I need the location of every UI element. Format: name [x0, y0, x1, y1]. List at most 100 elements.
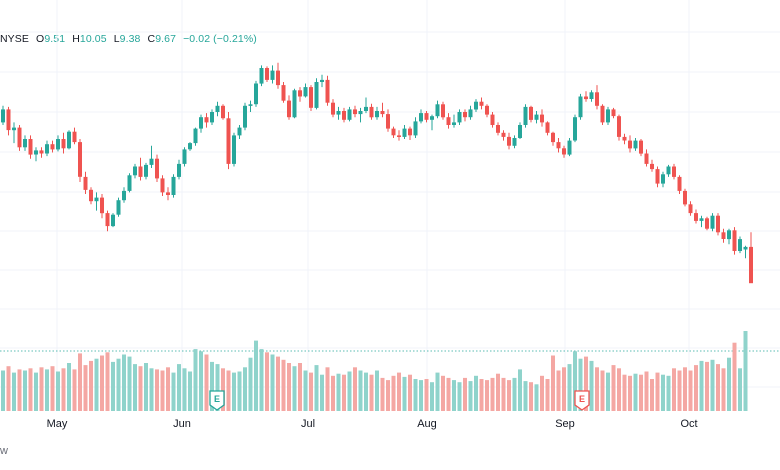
candle[interactable]	[468, 105, 473, 120]
candle[interactable]	[270, 65, 275, 84]
candle[interactable]	[551, 131, 555, 146]
candle[interactable]	[446, 113, 451, 129]
candle[interactable]	[155, 154, 159, 182]
candle[interactable]	[402, 125, 407, 139]
candle[interactable]	[309, 85, 313, 111]
candle[interactable]	[419, 109, 423, 124]
candle[interactable]	[573, 114, 577, 143]
candle[interactable]	[738, 236, 742, 254]
candle[interactable]	[342, 107, 346, 123]
candle[interactable]	[72, 127, 77, 145]
candle[interactable]	[259, 65, 264, 87]
candle[interactable]	[133, 163, 137, 179]
candle[interactable]	[611, 107, 616, 119]
candle[interactable]	[617, 114, 621, 141]
candle[interactable]	[397, 130, 401, 141]
earnings-marker[interactable]: E	[574, 390, 590, 411]
candle[interactable]	[204, 113, 209, 128]
candle[interactable]	[639, 139, 643, 157]
candle[interactable]	[391, 126, 396, 138]
candle[interactable]	[556, 138, 561, 153]
candle[interactable]	[529, 105, 533, 123]
candle[interactable]	[661, 171, 665, 188]
candle[interactable]	[50, 140, 55, 153]
candle[interactable]	[452, 114, 456, 128]
candle[interactable]	[441, 101, 445, 120]
candle[interactable]	[336, 106, 341, 120]
candle[interactable]	[105, 210, 110, 232]
candle[interactable]	[606, 106, 610, 125]
candle[interactable]	[325, 75, 330, 106]
candle[interactable]	[721, 228, 726, 243]
candle[interactable]	[523, 104, 528, 128]
candle[interactable]	[369, 103, 374, 120]
candle[interactable]	[485, 104, 489, 118]
candle[interactable]	[331, 99, 335, 118]
candle[interactable]	[408, 126, 412, 140]
candle[interactable]	[683, 188, 687, 207]
candle[interactable]	[111, 213, 115, 228]
candle[interactable]	[584, 91, 588, 102]
candle[interactable]	[353, 105, 357, 118]
candle[interactable]	[386, 109, 390, 132]
candle[interactable]	[281, 82, 286, 103]
candle[interactable]	[215, 101, 220, 117]
candle[interactable]	[17, 125, 22, 151]
candle[interactable]	[56, 135, 60, 152]
candle[interactable]	[248, 100, 253, 112]
candle[interactable]	[116, 197, 121, 217]
candle[interactable]	[655, 166, 660, 188]
candle[interactable]	[578, 93, 583, 120]
candle[interactable]	[67, 130, 71, 150]
candle[interactable]	[358, 107, 363, 123]
earnings-marker[interactable]: E	[209, 390, 225, 411]
candle[interactable]	[633, 138, 638, 151]
candle[interactable]	[705, 216, 709, 231]
candle[interactable]	[677, 175, 682, 194]
candle[interactable]	[166, 187, 170, 201]
candle[interactable]	[254, 80, 258, 107]
candle[interactable]	[100, 194, 104, 219]
candle[interactable]	[199, 114, 203, 133]
candle[interactable]	[600, 104, 605, 125]
candle[interactable]	[314, 78, 319, 110]
candle[interactable]	[650, 159, 654, 172]
candle[interactable]	[364, 97, 368, 114]
candle[interactable]	[287, 95, 291, 120]
candle[interactable]	[716, 213, 720, 236]
candle[interactable]	[127, 173, 132, 193]
candle[interactable]	[699, 215, 704, 228]
candle[interactable]	[518, 122, 522, 139]
candle[interactable]	[61, 132, 66, 154]
candle[interactable]	[589, 90, 594, 102]
candle[interactable]	[276, 62, 280, 89]
candle[interactable]	[177, 159, 181, 180]
candle[interactable]	[545, 121, 550, 136]
candle[interactable]	[457, 109, 462, 125]
candle[interactable]	[23, 135, 27, 151]
candle[interactable]	[496, 122, 500, 136]
candle[interactable]	[474, 99, 478, 112]
candle[interactable]	[149, 145, 154, 168]
candle[interactable]	[160, 175, 165, 196]
candle[interactable]	[34, 147, 38, 162]
candle[interactable]	[710, 213, 715, 232]
candle[interactable]	[347, 106, 352, 122]
candle[interactable]	[6, 106, 11, 136]
candle[interactable]	[226, 112, 231, 170]
candle[interactable]	[138, 157, 143, 181]
candle[interactable]	[292, 88, 297, 119]
candle[interactable]	[413, 117, 418, 138]
candle[interactable]	[45, 140, 49, 157]
candle[interactable]	[534, 111, 539, 124]
candle[interactable]	[479, 97, 484, 110]
candle[interactable]	[672, 163, 676, 180]
candle[interactable]	[435, 100, 440, 119]
candle[interactable]	[749, 232, 753, 284]
candle[interactable]	[12, 122, 16, 144]
candle[interactable]	[727, 228, 731, 245]
candle[interactable]	[694, 209, 698, 224]
candle[interactable]	[463, 109, 467, 122]
